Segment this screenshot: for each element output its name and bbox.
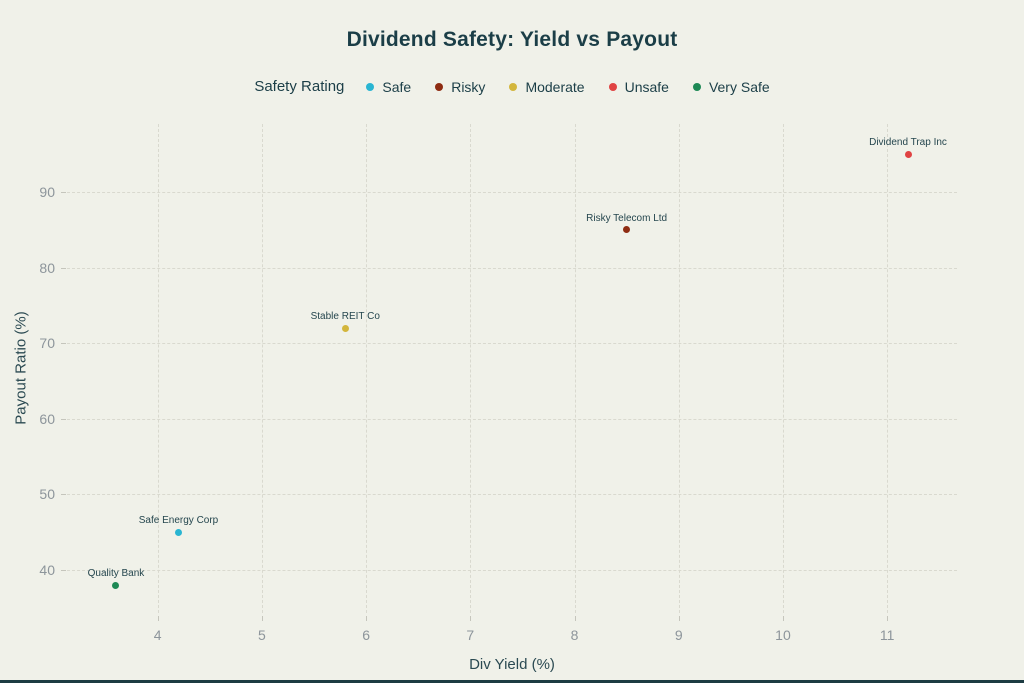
y-tick-mark <box>61 418 66 420</box>
legend-item-unsafe[interactable]: Unsafe <box>608 78 669 95</box>
y-tick-mark <box>61 192 66 194</box>
y-tick-label: 70 <box>39 335 55 352</box>
x-tick-mark <box>678 616 680 621</box>
point-label: Quality Bank <box>87 568 145 580</box>
legend-swatch-icon <box>366 82 375 91</box>
x-tick-label: 9 <box>674 627 683 643</box>
y-tick-label: 50 <box>39 486 55 503</box>
data-point-quality-bank[interactable] <box>112 581 120 589</box>
legend-items: Safe Risky Moderate Unsafe Very Safe <box>366 78 770 95</box>
legend-item-label: Safe <box>382 78 412 95</box>
y-tick-label: 90 <box>39 184 55 201</box>
data-point-risky-telecom-ltd[interactable] <box>623 226 631 234</box>
y-gridline <box>67 494 957 496</box>
data-point-safe-energy-corp[interactable] <box>175 528 182 536</box>
data-point-dividend-trap-inc[interactable] <box>904 150 912 158</box>
y-gridline <box>67 569 957 571</box>
x-tick-mark <box>261 616 263 621</box>
y-tick-mark <box>61 343 66 345</box>
chart-title: Dividend Safety: Yield vs Payout <box>346 28 678 51</box>
legend-swatch-icon <box>509 82 518 91</box>
x-gridline <box>782 124 784 613</box>
legend: Safety Rating Safe Risky Moderate Unsafe Ver… <box>0 78 1024 95</box>
y-tick-label: 80 <box>39 259 55 276</box>
legend-item-risky[interactable]: Risky <box>435 79 485 95</box>
point-label: Risky Telecom Ltd <box>586 212 668 224</box>
x-tick-label: 7 <box>466 627 475 643</box>
x-tick-label: 10 <box>775 627 791 643</box>
x-gridline <box>574 124 576 613</box>
legend-item-label: Very Safe <box>708 78 770 95</box>
legend-swatch-icon <box>692 82 701 91</box>
y-tick-mark <box>61 569 66 571</box>
y-gridline <box>67 418 957 420</box>
y-gridline <box>67 192 957 194</box>
legend-item-label: Moderate <box>525 78 585 95</box>
x-tick-label: 6 <box>362 627 370 643</box>
bottom-accent-bar <box>0 680 1024 683</box>
x-axis-title: Div Yield (%) <box>469 656 555 673</box>
x-gridline <box>678 124 680 613</box>
x-tick-mark <box>782 616 784 621</box>
legend-item-safe[interactable]: Safe <box>366 79 411 95</box>
x-tick-mark <box>887 616 889 621</box>
legend-item-label: Unsafe <box>624 78 669 95</box>
x-tick-mark <box>366 616 368 621</box>
x-tick-label: 11 <box>879 627 895 643</box>
x-tick-mark <box>157 616 159 621</box>
x-tick-label: 8 <box>570 627 579 643</box>
y-gridline <box>67 343 957 345</box>
point-label: Stable REIT Co <box>310 311 380 323</box>
x-gridline <box>157 124 159 613</box>
legend-title: Safety Rating <box>254 78 345 95</box>
y-tick-mark <box>61 267 66 269</box>
data-point-stable-reit-co[interactable] <box>341 324 349 332</box>
y-tick-label: 60 <box>39 410 55 427</box>
x-gridline <box>366 124 368 613</box>
legend-item-moderate[interactable]: Moderate <box>509 78 585 95</box>
x-tick-mark <box>574 616 576 621</box>
point-label: Safe Energy Corp <box>138 515 219 527</box>
legend-item-label: Risky <box>451 78 486 95</box>
legend-swatch-icon <box>435 82 444 91</box>
point-label: Dividend Trap Inc <box>869 137 947 149</box>
plot-area: 4 5 6 7 8 9 10 11 40 50 60 70 80 90 Safe Energy Corp Ri… <box>39 124 957 643</box>
legend-item-very-safe[interactable]: Very Safe <box>692 78 770 95</box>
y-tick-label: 40 <box>39 561 55 578</box>
y-axis-title: Payout Ratio (%) <box>12 311 30 425</box>
x-tick-mark <box>470 616 472 621</box>
x-gridline <box>887 124 889 613</box>
legend-swatch-icon <box>608 82 617 91</box>
x-tick-label: 5 <box>257 627 266 643</box>
x-gridline <box>470 124 472 613</box>
x-gridline <box>261 124 263 613</box>
x-tick-label: 4 <box>153 627 162 643</box>
y-gridline <box>67 267 957 269</box>
y-tick-mark <box>61 494 66 496</box>
